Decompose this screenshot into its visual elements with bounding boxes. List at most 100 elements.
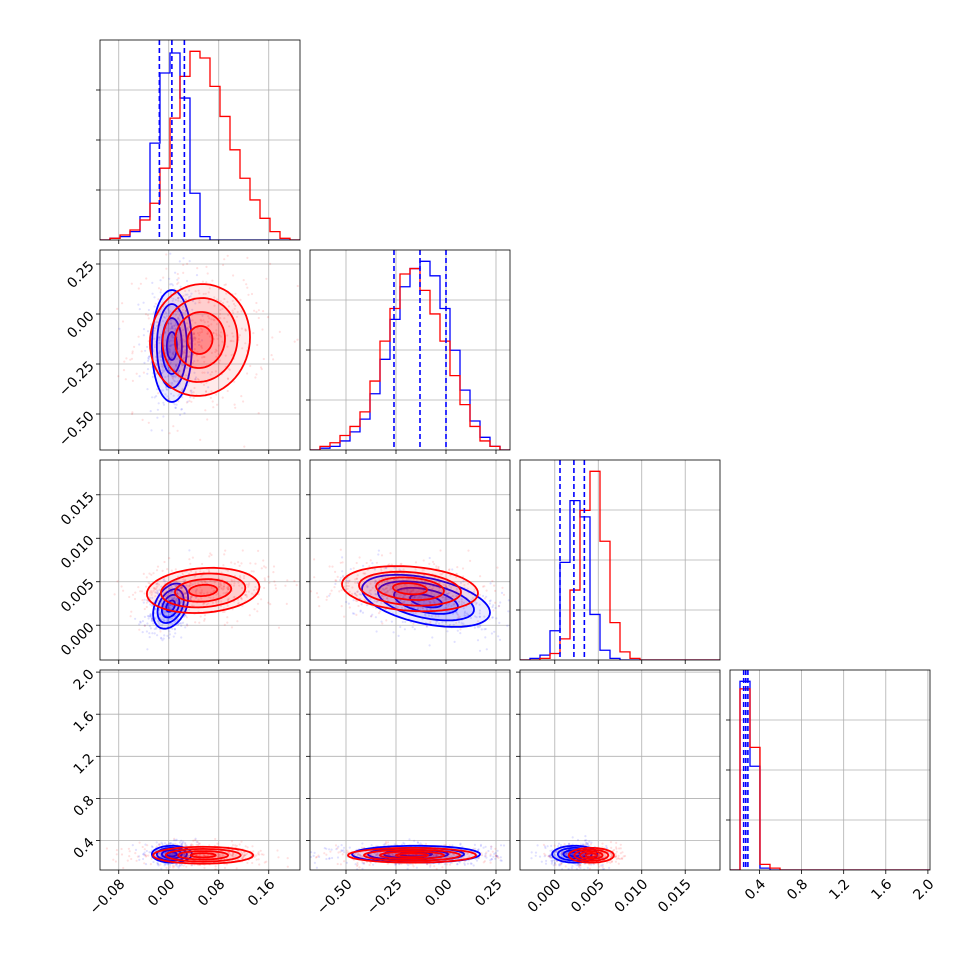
- histogram-step-blue: [100, 52, 300, 240]
- scatter-points-red: [113, 549, 298, 633]
- x-tick-label: 0.000: [525, 876, 565, 916]
- contour-line-red: [177, 850, 230, 861]
- histogram-panel-1: [310, 250, 510, 450]
- density-fill-blue: [362, 574, 490, 627]
- contour-line-blue: [551, 844, 599, 864]
- histogram-panel-2: [520, 460, 720, 660]
- histogram-step-blue: [730, 680, 930, 870]
- y-tick-label: 0.010: [58, 533, 98, 573]
- x-tick-label: 0.00: [422, 876, 455, 909]
- density-fill-red: [380, 851, 444, 859]
- x-tick-label: 0.08: [195, 876, 228, 909]
- y-tick-label: 0.25: [64, 258, 97, 291]
- contour-line-red: [164, 847, 242, 863]
- y-tick-label: 0.000: [58, 620, 98, 660]
- x-tick-label: −0.25: [364, 876, 406, 918]
- density-fill-red: [178, 851, 229, 860]
- panel-frame-1-0: [99, 249, 301, 451]
- x-tick-label: 0.015: [655, 876, 695, 916]
- contour-line-blue: [156, 588, 185, 624]
- scatter-panel-3-1: [310, 670, 510, 870]
- panel-frame-2-1: [309, 459, 511, 661]
- contour-line-red: [378, 850, 446, 860]
- contour-line-red: [375, 576, 445, 601]
- contour-line-red: [392, 582, 428, 596]
- contour-line-red: [174, 578, 233, 603]
- density-fill-blue: [157, 589, 184, 623]
- contour-line-red: [189, 852, 217, 859]
- scatter-panel-3-0: [100, 670, 300, 870]
- contour-line-red: [347, 847, 477, 864]
- contour-line-blue: [377, 580, 475, 622]
- x-tick-label: 0.00: [145, 876, 178, 909]
- contour-line-red: [579, 850, 604, 860]
- x-tick-label: 0.25: [472, 876, 505, 909]
- contour-line-red: [159, 572, 247, 609]
- x-tick-label: −0.08: [87, 876, 129, 918]
- density-fill-red: [189, 584, 218, 597]
- y-tick-label: 1.6: [71, 708, 98, 735]
- contour-line-red: [145, 566, 261, 614]
- histogram-step-red: [310, 267, 510, 450]
- density-fill-blue: [151, 290, 192, 402]
- x-tick-label: −0.50: [314, 876, 356, 918]
- histogram-step-red: [730, 688, 930, 870]
- panel-frame-3-1: [309, 669, 511, 871]
- histogram-panel-0: [100, 40, 300, 240]
- x-tick-label: 0.010: [612, 876, 652, 916]
- y-tick-label: 1.2: [71, 751, 98, 778]
- x-tick-label: 1.2: [826, 876, 853, 903]
- contour-line-red: [567, 847, 615, 864]
- y-tick-label: −0.25: [56, 358, 98, 400]
- contour-line-blue: [156, 303, 188, 389]
- panel-frame-3-0: [99, 669, 301, 871]
- y-tick-label: 0.005: [58, 576, 98, 616]
- x-tick-label: 0.8: [784, 876, 811, 903]
- contour-line-blue: [150, 289, 193, 403]
- contour-line-blue: [165, 599, 176, 613]
- contour-line-red: [149, 283, 251, 397]
- histogram-step-red: [520, 470, 720, 660]
- density-fill-red: [175, 579, 232, 602]
- y-tick-label: 0.015: [58, 489, 98, 529]
- density-fill-red: [376, 577, 444, 600]
- contour-line-red: [186, 325, 214, 355]
- density-fill-red: [162, 298, 238, 382]
- x-tick-label: 2.0: [910, 876, 937, 903]
- histogram-panel-3: [730, 670, 930, 870]
- contour-line-red: [584, 852, 599, 858]
- x-tick-label: 0.4: [742, 876, 769, 903]
- y-tick-label: 2.0: [71, 666, 98, 693]
- y-tick-label: 0.8: [71, 793, 98, 820]
- panel-frame-3-2: [519, 669, 721, 871]
- contour-line-blue: [166, 331, 178, 361]
- contour-line-red: [161, 297, 239, 383]
- histogram-step-red: [100, 50, 300, 240]
- contour-line-red: [152, 845, 255, 865]
- contour-line-red: [174, 311, 226, 369]
- panel-frame-2-0: [99, 459, 301, 661]
- density-fill-red: [393, 583, 427, 595]
- y-tick-label: 0.00: [64, 308, 97, 341]
- scatter-panel-2-0: [100, 460, 300, 660]
- density-fill-red: [150, 284, 250, 396]
- y-tick-label: 0.4: [71, 835, 98, 862]
- histogram-step-blue: [310, 260, 510, 450]
- scatter-panel-2-1: [310, 460, 510, 660]
- contour-line-red: [394, 852, 430, 858]
- x-tick-label: 0.005: [568, 876, 608, 916]
- contour-line-red: [573, 848, 610, 862]
- density-fill-red: [187, 326, 213, 354]
- scatter-panel-1-0: [100, 250, 300, 450]
- density-fill-red: [175, 312, 225, 368]
- x-tick-label: 1.6: [868, 876, 895, 903]
- y-tick-label: −0.50: [56, 408, 98, 450]
- density-fill-red: [580, 851, 603, 859]
- x-tick-label: 0.16: [245, 876, 278, 909]
- scatter-panel-3-2: [520, 670, 720, 870]
- contour-line-blue: [152, 582, 190, 630]
- contour-line-red: [363, 848, 461, 862]
- contour-line-red: [341, 565, 479, 613]
- density-fill-red: [342, 566, 478, 612]
